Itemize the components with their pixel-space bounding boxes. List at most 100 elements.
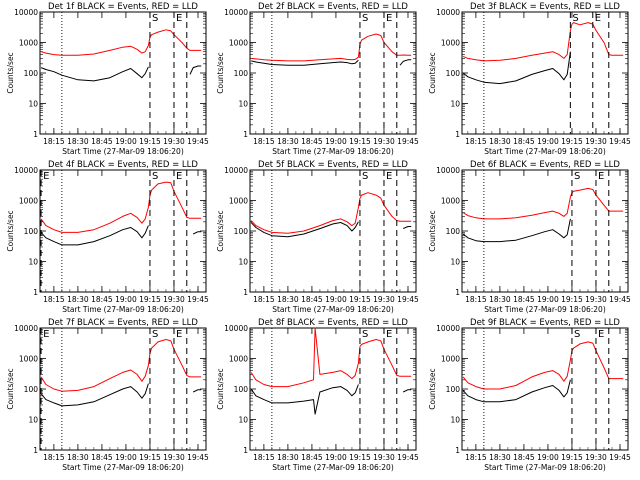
x-tick-label: 18:15 bbox=[43, 137, 65, 146]
series-line-lld bbox=[251, 33, 412, 62]
series-line-lld bbox=[462, 22, 624, 62]
series-line-events bbox=[40, 383, 202, 407]
x-axis-label: Start Time (27-Mar-09 18:06:20) bbox=[484, 463, 606, 472]
series-line-lld bbox=[462, 187, 624, 220]
y-axis-label: Counts/sec bbox=[6, 52, 15, 93]
y-axis-label: Counts/sec bbox=[6, 368, 15, 409]
y-tick-label: 100 bbox=[24, 227, 39, 236]
series-line-events bbox=[462, 51, 571, 85]
detector-panel: Det 1f BLACK = Events, RED = LLD 1 10 100 10… bbox=[6, 2, 209, 156]
y-tick-label: 10 bbox=[28, 100, 38, 109]
marker-label: E bbox=[176, 329, 182, 340]
y-tick-label: 10 bbox=[28, 416, 38, 425]
x-tick-label: 18:30 bbox=[67, 295, 89, 304]
x-tick-label: 19:30 bbox=[373, 295, 395, 304]
x-tick-label: 18:15 bbox=[43, 295, 65, 304]
x-tick-label: 19:15 bbox=[139, 453, 161, 462]
y-tick-label: 1000 bbox=[229, 39, 248, 48]
x-tick-label: 18:15 bbox=[253, 295, 275, 304]
x-tick-label: 19:15 bbox=[349, 295, 371, 304]
detector-panel: Det 7f BLACK = Events, RED = LLD 1 10 100 10… bbox=[6, 318, 209, 472]
x-tick-label: 18:15 bbox=[465, 295, 487, 304]
plot-frame bbox=[461, 169, 629, 293]
x-tick-label: 19:00 bbox=[537, 295, 559, 304]
x-tick-label: 19:15 bbox=[349, 137, 371, 146]
x-tick-label: 19:45 bbox=[187, 453, 209, 462]
y-tick-label: 1000 bbox=[19, 197, 38, 206]
y-tick-label: 100 bbox=[234, 227, 249, 236]
y-tick-label: 10000 bbox=[436, 166, 460, 175]
x-tick-label: 19:45 bbox=[187, 295, 209, 304]
series-line-events bbox=[250, 384, 412, 415]
series-line-lld bbox=[40, 29, 202, 56]
plot-frame bbox=[249, 11, 417, 135]
x-tick-label: 19:15 bbox=[349, 453, 371, 462]
plot-frame bbox=[249, 169, 417, 293]
y-tick-label: 1 bbox=[33, 288, 38, 297]
y-axis-label: Counts/sec bbox=[428, 210, 437, 251]
marker-label: S bbox=[362, 13, 368, 24]
y-tick-label: 10000 bbox=[436, 8, 460, 17]
x-tick-label: 18:30 bbox=[277, 295, 299, 304]
x-tick-label: 19:30 bbox=[373, 453, 395, 462]
x-tick-label: 19:15 bbox=[561, 295, 583, 304]
x-tick-label: 18:30 bbox=[67, 137, 89, 146]
detector-panel: Det 9f BLACK = Events, RED = LLD 1 10 100 10… bbox=[428, 318, 631, 472]
x-tick-label: 18:45 bbox=[91, 295, 113, 304]
plot-frame bbox=[39, 169, 207, 293]
x-tick-label: 19:30 bbox=[585, 453, 607, 462]
x-tick-label: 19:30 bbox=[585, 137, 607, 146]
y-tick-label: 10000 bbox=[224, 324, 248, 333]
marker-label: S bbox=[152, 13, 158, 24]
y-tick-label: 10 bbox=[238, 100, 248, 109]
y-tick-label: 1000 bbox=[441, 39, 460, 48]
x-tick-label: 18:15 bbox=[465, 453, 487, 462]
x-tick-label: 18:30 bbox=[489, 453, 511, 462]
y-tick-label: 1 bbox=[243, 130, 248, 139]
x-axis-label: Start Time (27-Mar-09 18:06:20) bbox=[272, 463, 394, 472]
x-tick-label: 19:30 bbox=[163, 137, 185, 146]
x-axis-label: Start Time (27-Mar-09 18:06:20) bbox=[62, 147, 184, 156]
y-tick-label: 1000 bbox=[19, 355, 38, 364]
panel-title: Det 7f BLACK = Events, RED = LLD bbox=[48, 318, 198, 328]
x-tick-label: 19:15 bbox=[139, 137, 161, 146]
series-line-events bbox=[250, 221, 412, 238]
x-tick-label: 19:30 bbox=[373, 137, 395, 146]
x-axis-label: Start Time (27-Mar-09 18:06:20) bbox=[62, 305, 184, 314]
y-tick-label: 1000 bbox=[229, 355, 248, 364]
x-tick-label: 18:45 bbox=[301, 453, 323, 462]
y-tick-label: 10000 bbox=[14, 324, 38, 333]
x-tick-label: 19:00 bbox=[325, 453, 347, 462]
x-axis-label: Start Time (27-Mar-09 18:06:20) bbox=[272, 305, 394, 314]
y-tick-label: 1000 bbox=[441, 355, 460, 364]
x-tick-label: 18:45 bbox=[91, 137, 113, 146]
y-tick-label: 100 bbox=[24, 385, 39, 394]
y-tick-label: 100 bbox=[446, 69, 461, 78]
marker-label: S bbox=[574, 171, 580, 182]
x-tick-label: 18:45 bbox=[513, 137, 535, 146]
y-tick-label: 1 bbox=[243, 446, 248, 455]
marker-label: S bbox=[572, 13, 578, 24]
y-tick-label: 10 bbox=[238, 416, 248, 425]
x-tick-label: 18:15 bbox=[253, 453, 275, 462]
detector-panel: Det 2f BLACK = Events, RED = LLD 1 10 100 10… bbox=[216, 2, 419, 156]
x-tick-label: 19:45 bbox=[397, 137, 419, 146]
x-tick-label: 19:00 bbox=[537, 453, 559, 462]
y-tick-label: 10 bbox=[238, 258, 248, 267]
y-tick-label: 1 bbox=[455, 130, 460, 139]
y-tick-label: 100 bbox=[234, 69, 249, 78]
y-axis-label: Counts/sec bbox=[428, 52, 437, 93]
panel-title: Det 1f BLACK = Events, RED = LLD bbox=[48, 2, 198, 12]
series-line-events bbox=[40, 225, 202, 246]
x-tick-label: 18:30 bbox=[489, 295, 511, 304]
plot-frame bbox=[461, 11, 629, 135]
y-tick-label: 10000 bbox=[14, 166, 38, 175]
panel-title: Det 6f BLACK = Events, RED = LLD bbox=[470, 160, 620, 170]
marker-label: E bbox=[176, 13, 182, 24]
marker-label: E bbox=[176, 171, 182, 182]
detector-panel: Det 6f BLACK = Events, RED = LLD 1 10 100 10… bbox=[428, 160, 631, 314]
y-tick-label: 10000 bbox=[224, 166, 248, 175]
y-tick-label: 100 bbox=[234, 385, 249, 394]
x-tick-label: 19:45 bbox=[397, 453, 419, 462]
